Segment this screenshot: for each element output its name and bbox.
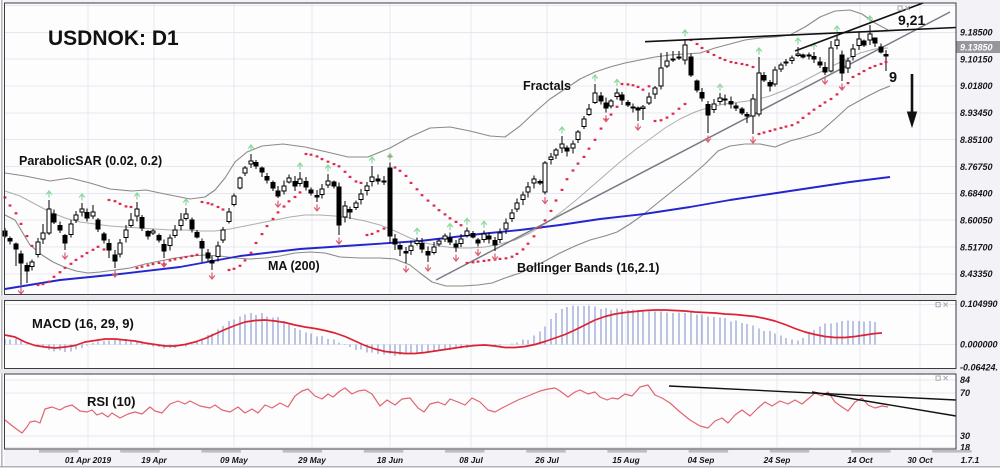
svg-text:9.18500: 9.18500	[960, 28, 993, 38]
svg-text:30: 30	[960, 431, 970, 441]
svg-text:9.01800: 9.01800	[960, 81, 993, 91]
svg-text:MA (200): MA (200)	[268, 259, 320, 273]
svg-text:9.10150: 9.10150	[960, 54, 993, 64]
svg-text:1.7.1: 1.7.1	[961, 455, 980, 465]
svg-text:ParabolicSAR (0.02, 0.2): ParabolicSAR (0.02, 0.2)	[19, 154, 162, 168]
svg-text:9: 9	[889, 70, 897, 86]
svg-text:04 Sep: 04 Sep	[688, 455, 715, 465]
svg-text:USDNOK: D1: USDNOK: D1	[48, 27, 179, 50]
svg-text:8.76750: 8.76750	[960, 162, 993, 172]
svg-text:0.104990: 0.104990	[960, 299, 998, 309]
svg-text:84: 84	[960, 375, 970, 385]
svg-text:Bollinger Bands (16,2.1): Bollinger Bands (16,2.1)	[517, 261, 659, 275]
svg-text:8.43350: 8.43350	[960, 269, 993, 279]
svg-text:MACD (16, 29, 9): MACD (16, 29, 9)	[32, 316, 134, 331]
svg-text:-0.06424.: -0.06424.	[960, 363, 998, 373]
svg-text:30 Oct: 30 Oct	[907, 455, 934, 465]
svg-text:9.13850: 9.13850	[960, 43, 993, 53]
svg-text:8.85100: 8.85100	[960, 135, 993, 145]
svg-text:18 Jun: 18 Jun	[377, 455, 403, 465]
svg-text:9,21: 9,21	[898, 12, 925, 28]
svg-text:29 May: 29 May	[297, 455, 326, 465]
svg-text:01 Apr 2019: 01 Apr 2019	[65, 455, 112, 465]
svg-text:RSI (10): RSI (10)	[87, 394, 135, 409]
svg-text:24 Sep: 24 Sep	[763, 455, 791, 465]
svg-text:26 Jul: 26 Jul	[534, 455, 559, 465]
svg-text:19 Apr: 19 Apr	[141, 455, 167, 465]
svg-text:0.000000: 0.000000	[960, 340, 998, 350]
svg-text:8.60050: 8.60050	[960, 215, 993, 225]
svg-text:09 May: 09 May	[220, 455, 248, 465]
svg-text:14 Oct: 14 Oct	[847, 455, 874, 465]
svg-text:8.68400: 8.68400	[960, 189, 993, 199]
svg-text:8.51700: 8.51700	[960, 242, 993, 252]
svg-text:70: 70	[960, 388, 970, 398]
svg-text:08 Jul: 08 Jul	[459, 455, 483, 465]
svg-text:15 Aug: 15 Aug	[612, 455, 639, 465]
svg-text:Fractals: Fractals	[523, 79, 571, 93]
svg-text:8.93450: 8.93450	[960, 108, 993, 118]
